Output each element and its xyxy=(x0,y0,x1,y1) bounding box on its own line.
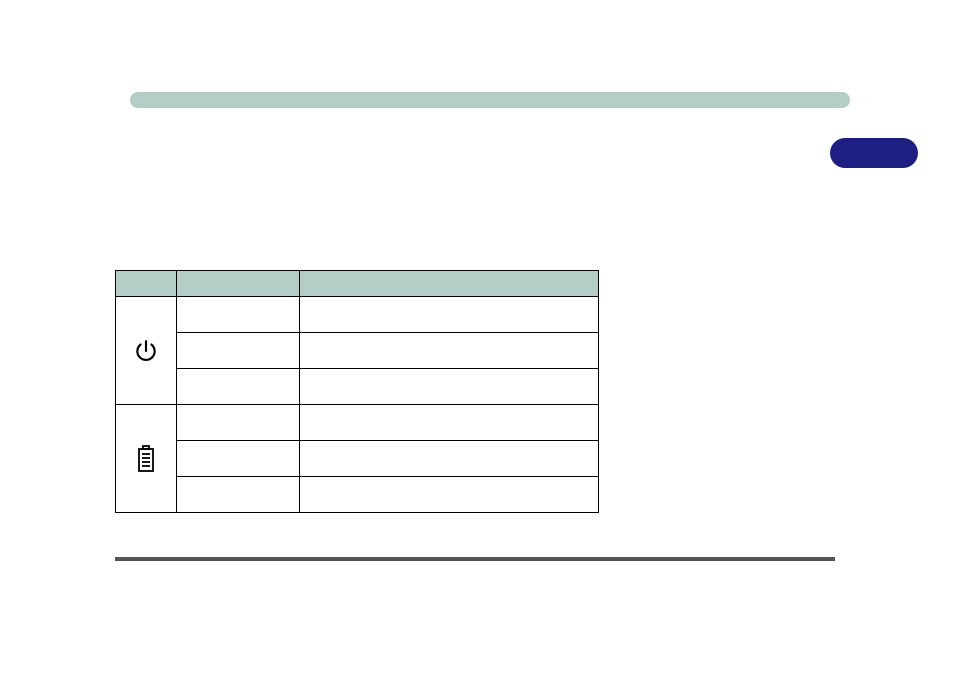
cell-description xyxy=(300,297,599,333)
battery-icon xyxy=(136,445,156,473)
table-header-state xyxy=(177,271,300,297)
indicator-table xyxy=(115,270,599,513)
cell-state xyxy=(177,441,300,477)
table-row xyxy=(116,405,599,441)
table-row xyxy=(116,297,599,333)
page xyxy=(0,0,954,673)
cell-description xyxy=(300,441,599,477)
table-row xyxy=(116,369,599,405)
cell-state xyxy=(177,333,300,369)
icon-cell-power xyxy=(116,297,177,405)
top-accent-bar xyxy=(130,92,850,108)
cell-state xyxy=(177,297,300,333)
table-header-description xyxy=(300,271,599,297)
cell-state xyxy=(177,369,300,405)
table-header-icon xyxy=(116,271,177,297)
cell-description xyxy=(300,405,599,441)
cell-description xyxy=(300,369,599,405)
cell-description xyxy=(300,477,599,513)
table-row xyxy=(116,441,599,477)
cell-description xyxy=(300,333,599,369)
bottom-rule xyxy=(115,557,835,561)
table-row xyxy=(116,333,599,369)
table-header-row xyxy=(116,271,599,297)
table-row xyxy=(116,477,599,513)
power-icon xyxy=(133,338,159,364)
cell-state xyxy=(177,405,300,441)
icon-cell-battery xyxy=(116,405,177,513)
side-accent-pill xyxy=(830,138,918,168)
cell-state xyxy=(177,477,300,513)
